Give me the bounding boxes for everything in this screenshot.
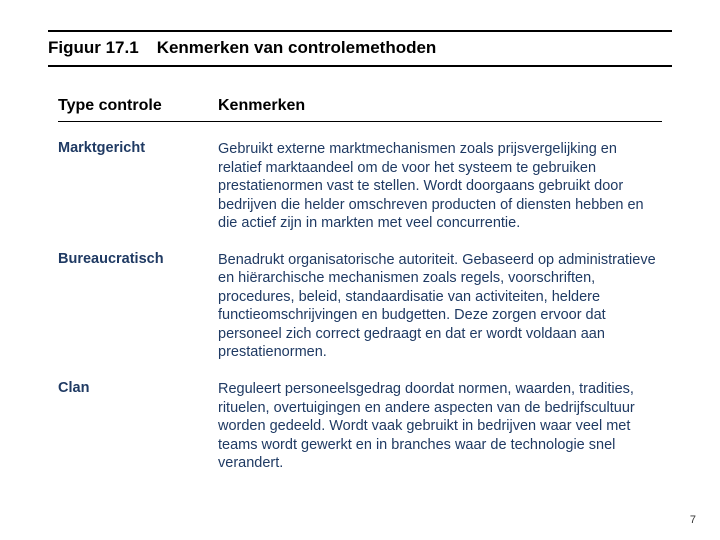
control-methods-table: Type controle Kenmerken Marktgericht Geb…: [48, 97, 672, 473]
figure-title-bar: Figuur 17.1 Kenmerken van controlemethod…: [48, 30, 672, 67]
table-row: Bureaucratisch Benadrukt organisatorisch…: [58, 251, 662, 362]
row-desc-clan: Reguleert personeelsgedrag doordat norme…: [218, 380, 662, 473]
row-label-marktgericht: Marktgericht: [58, 140, 218, 233]
figure-title: Kenmerken van controlemethoden: [157, 38, 437, 58]
slide: Figuur 17.1 Kenmerken van controlemethod…: [0, 0, 720, 540]
column-header-type: Type controle: [58, 97, 218, 115]
page-number: 7: [690, 514, 696, 526]
row-label-bureaucratisch: Bureaucratisch: [58, 251, 218, 362]
row-desc-marktgericht: Gebruikt externe marktmechanismen zoals …: [218, 140, 662, 233]
row-desc-bureaucratisch: Benadrukt organisatorische autoriteit. G…: [218, 251, 662, 362]
column-header-features: Kenmerken: [218, 97, 305, 115]
table-header: Type controle Kenmerken: [58, 97, 662, 122]
figure-number: Figuur 17.1: [48, 38, 139, 58]
table-row: Clan Reguleert personeelsgedrag doordat …: [58, 380, 662, 473]
row-label-clan: Clan: [58, 380, 218, 473]
table-row: Marktgericht Gebruikt externe marktmecha…: [58, 140, 662, 233]
